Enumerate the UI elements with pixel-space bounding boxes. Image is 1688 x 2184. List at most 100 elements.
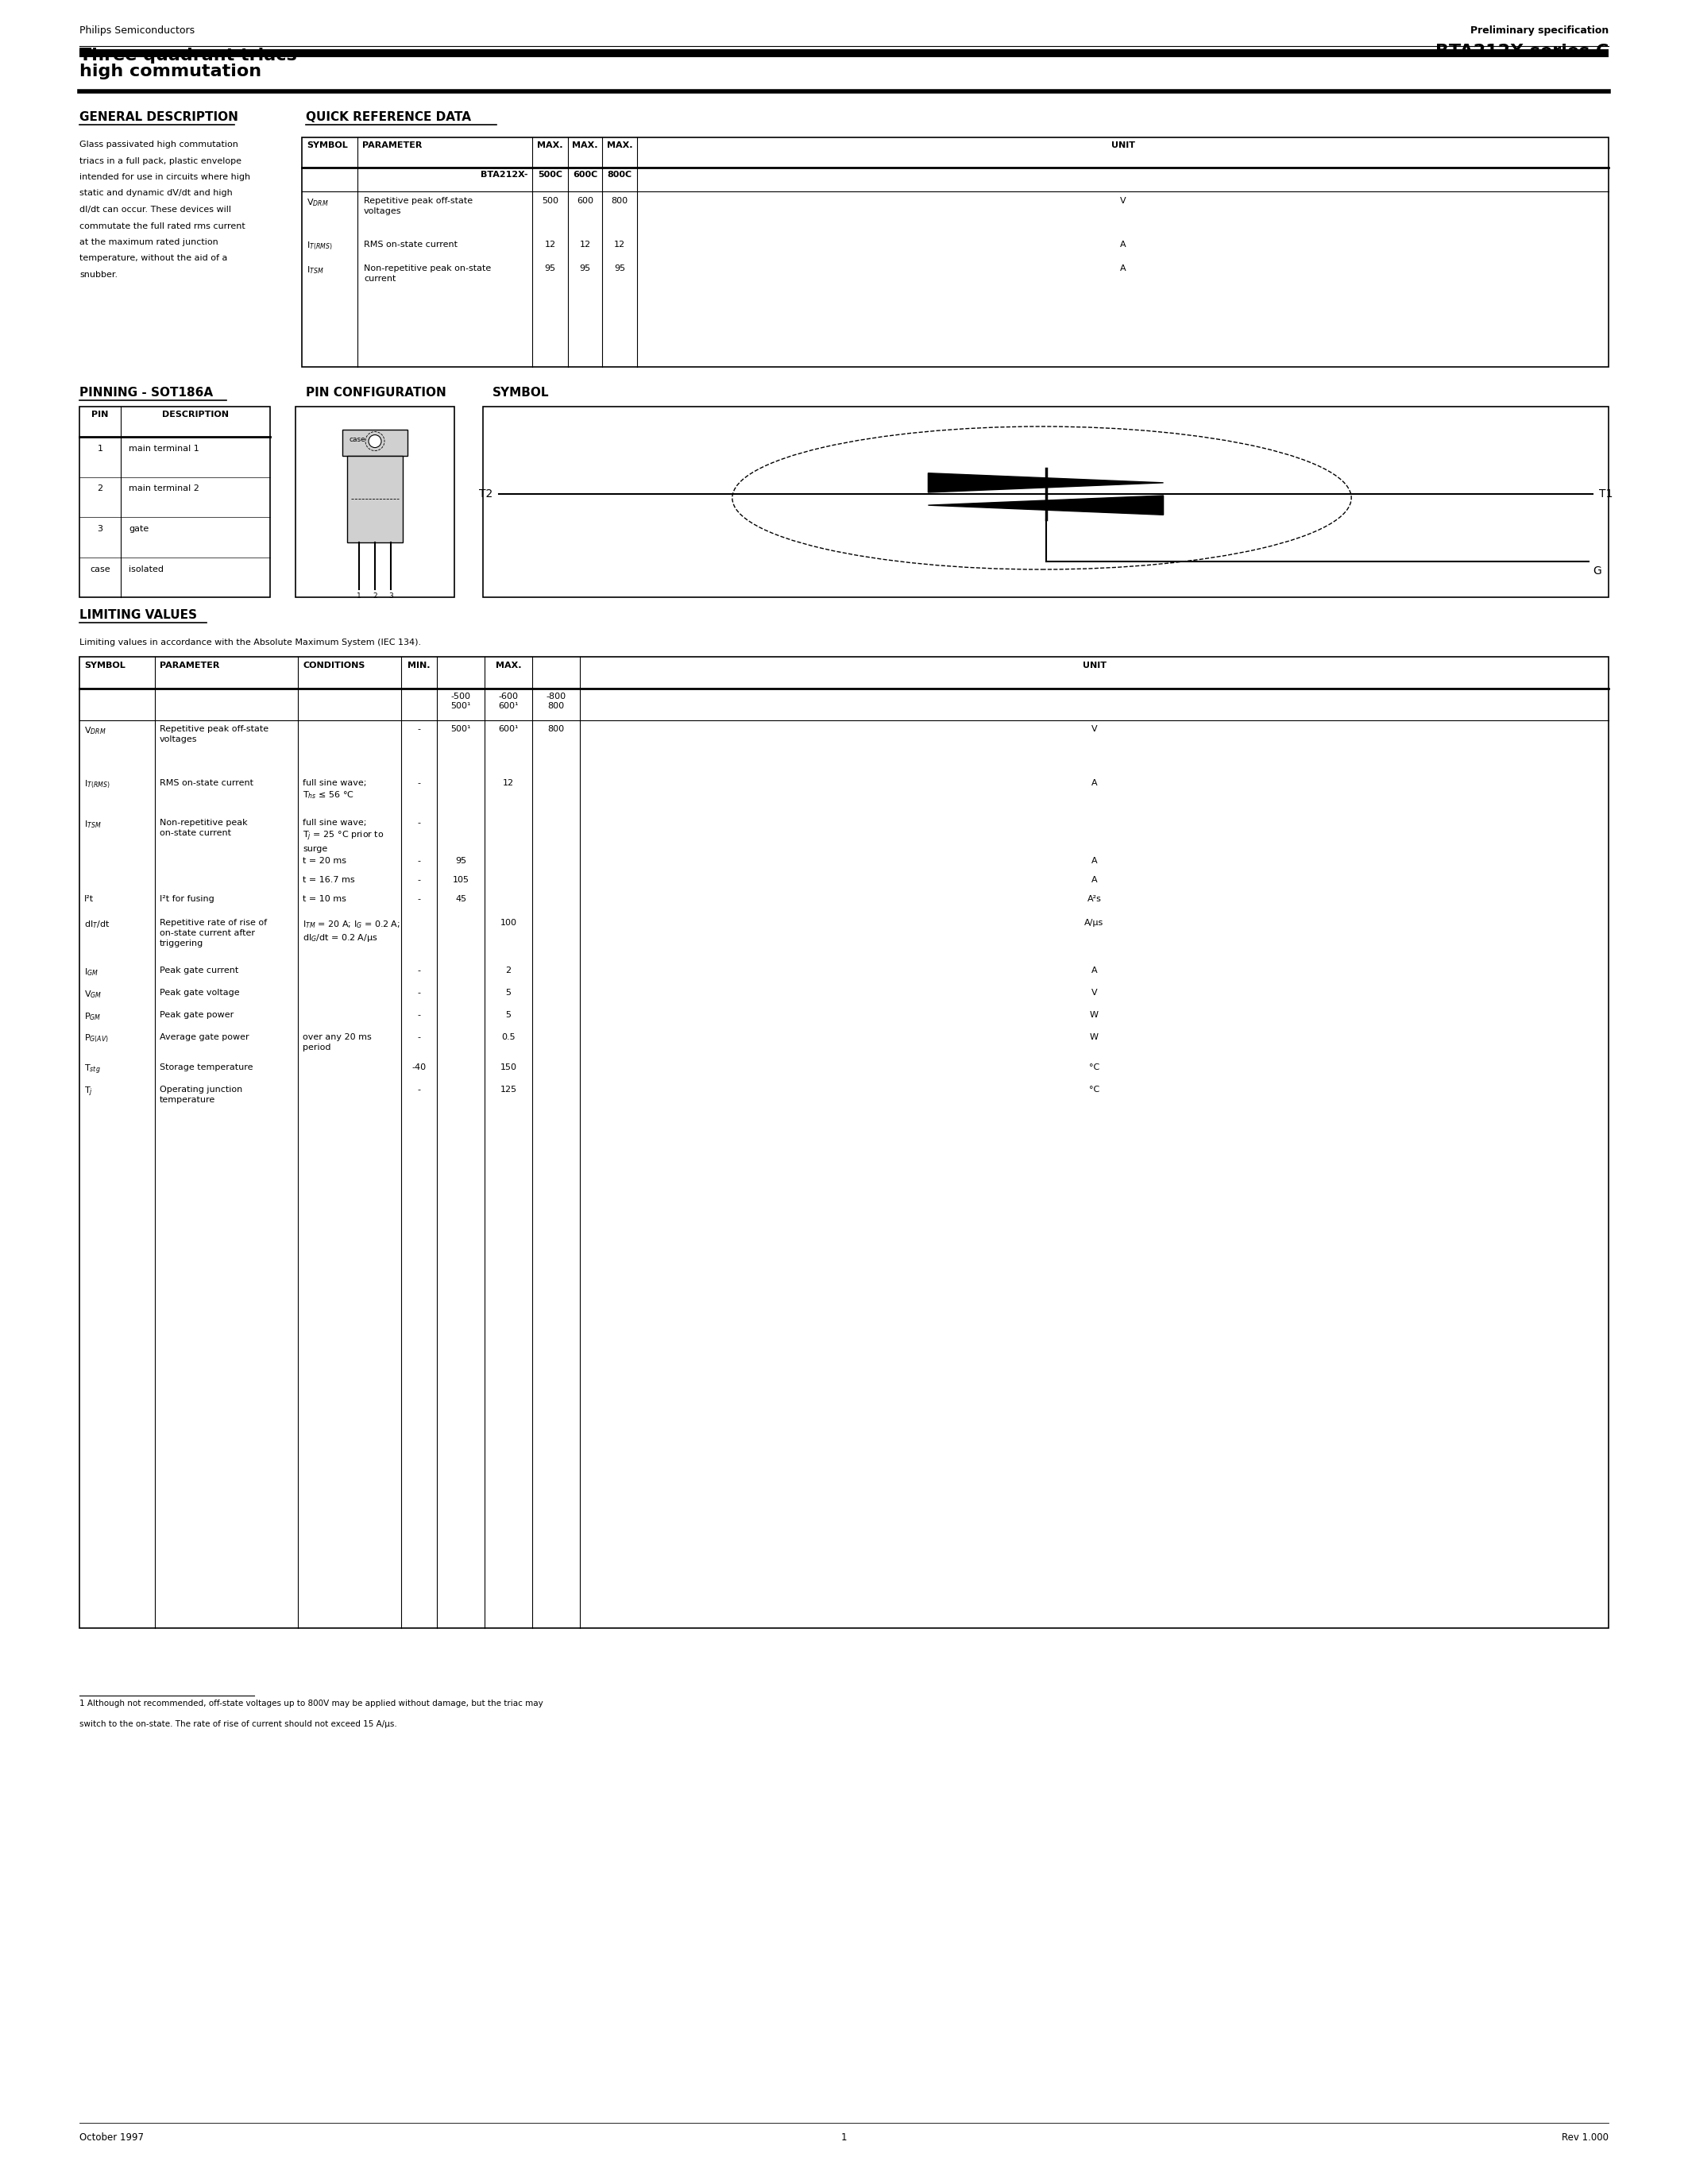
Bar	[348, 456, 403, 542]
Text: Repetitive peak off-state
voltages: Repetitive peak off-state voltages	[160, 725, 268, 743]
Text: -500
500¹: -500 500¹	[451, 692, 471, 710]
Text: case: case	[349, 437, 365, 443]
Text: PARAMETER: PARAMETER	[363, 142, 422, 149]
Text: full sine wave;
T$_j$ = 25 °C prior to
surge: full sine wave; T$_j$ = 25 °C prior to s…	[302, 819, 385, 854]
Bar	[79, 406, 270, 596]
Text: A²s: A²s	[1087, 895, 1101, 902]
Text: BTA212X series C: BTA212X series C	[1435, 44, 1609, 59]
Text: A: A	[1090, 780, 1097, 786]
Text: t = 10 ms: t = 10 ms	[302, 895, 346, 902]
Text: I$_{TM}$ = 20 A; I$_G$ = 0.2 A;
dI$_G$/dt = 0.2 A/μs: I$_{TM}$ = 20 A; I$_G$ = 0.2 A; dI$_G$/d…	[302, 919, 400, 943]
Text: -: -	[417, 780, 420, 786]
Text: Philips Semiconductors: Philips Semiconductors	[79, 26, 194, 35]
Text: I$_{TSM}$: I$_{TSM}$	[307, 264, 324, 275]
Polygon shape	[928, 474, 1163, 491]
Text: Preliminary specification: Preliminary specification	[1470, 26, 1609, 35]
Text: P$_{GM}$: P$_{GM}$	[84, 1011, 101, 1022]
Text: 150: 150	[500, 1064, 517, 1072]
Text: over any 20 ms
period: over any 20 ms period	[302, 1033, 371, 1051]
Text: -: -	[417, 856, 420, 865]
Text: °C: °C	[1089, 1064, 1099, 1072]
Text: 125: 125	[500, 1085, 517, 1094]
Text: high commutation: high commutation	[79, 63, 262, 79]
Text: Repetitive peak off-state
voltages: Repetitive peak off-state voltages	[365, 197, 473, 216]
Text: A: A	[1090, 968, 1097, 974]
Text: at the maximum rated junction: at the maximum rated junction	[79, 238, 218, 247]
Text: I$_{T(RMS)}$: I$_{T(RMS)}$	[307, 240, 333, 251]
Text: Three quadrant triacs: Three quadrant triacs	[79, 48, 297, 63]
Text: -: -	[417, 1011, 420, 1020]
Text: 95: 95	[579, 264, 591, 273]
Text: Average gate power: Average gate power	[160, 1033, 250, 1042]
Text: PIN: PIN	[91, 411, 108, 419]
Text: main terminal 2: main terminal 2	[128, 485, 199, 494]
Text: Peak gate voltage: Peak gate voltage	[160, 989, 240, 996]
Text: t = 16.7 ms: t = 16.7 ms	[302, 876, 354, 885]
Bar	[302, 138, 1609, 367]
Text: UNIT: UNIT	[1082, 662, 1106, 670]
Text: 600¹: 600¹	[498, 725, 518, 734]
Text: gate: gate	[128, 524, 149, 533]
Text: -600
600¹: -600 600¹	[498, 692, 518, 710]
Text: 105: 105	[452, 876, 469, 885]
Text: SYMBOL: SYMBOL	[493, 387, 549, 400]
Text: 600: 600	[577, 197, 594, 205]
Text: MIN.: MIN.	[408, 662, 430, 670]
Text: V$_{DRM}$: V$_{DRM}$	[84, 725, 106, 736]
Text: Repetitive rate of rise of
on-state current after
triggering: Repetitive rate of rise of on-state curr…	[160, 919, 267, 948]
Text: Storage temperature: Storage temperature	[160, 1064, 253, 1072]
Text: 500¹: 500¹	[451, 725, 471, 734]
Text: V: V	[1090, 989, 1097, 996]
Text: Peak gate power: Peak gate power	[160, 1011, 233, 1020]
Polygon shape	[928, 496, 1163, 515]
Text: T1: T1	[1599, 489, 1612, 500]
Text: A: A	[1119, 264, 1126, 273]
Text: 1: 1	[356, 592, 361, 601]
Text: 12: 12	[545, 240, 555, 249]
Text: MAX.: MAX.	[606, 142, 633, 149]
Text: V$_{DRM}$: V$_{DRM}$	[307, 197, 329, 207]
Text: 95: 95	[614, 264, 625, 273]
Text: 2: 2	[373, 592, 376, 601]
Text: -: -	[417, 725, 420, 734]
Text: 800: 800	[611, 197, 628, 205]
Text: 1: 1	[98, 446, 103, 452]
Text: I$_{GM}$: I$_{GM}$	[84, 968, 98, 978]
Text: isolated: isolated	[128, 566, 164, 572]
Text: G: G	[1593, 566, 1602, 577]
Text: DESCRIPTION: DESCRIPTION	[162, 411, 230, 419]
Text: Glass passivated high commutation: Glass passivated high commutation	[79, 140, 238, 149]
Text: 12: 12	[579, 240, 591, 249]
Text: -40: -40	[412, 1064, 425, 1072]
Text: A: A	[1090, 876, 1097, 885]
Text: 3: 3	[98, 524, 103, 533]
Text: case: case	[89, 566, 110, 572]
Text: PINNING - SOT186A: PINNING - SOT186A	[79, 387, 213, 400]
Text: Rev 1.000: Rev 1.000	[1561, 2132, 1609, 2143]
Text: Operating junction
temperature: Operating junction temperature	[160, 1085, 243, 1103]
Bar	[79, 50, 1609, 57]
Text: V: V	[1119, 197, 1126, 205]
Text: static and dynamic dV/dt and high: static and dynamic dV/dt and high	[79, 190, 233, 197]
Text: 95: 95	[456, 856, 466, 865]
Text: 600C: 600C	[572, 170, 598, 179]
Text: 5: 5	[506, 989, 511, 996]
Text: 95: 95	[545, 264, 555, 273]
Text: dI/dt can occur. These devices will: dI/dt can occur. These devices will	[79, 205, 231, 214]
Bar	[79, 657, 1609, 1627]
Text: full sine wave;
T$_{hs}$ ≤ 56 °C: full sine wave; T$_{hs}$ ≤ 56 °C	[302, 780, 366, 802]
Bar	[343, 430, 407, 456]
Text: V: V	[1090, 725, 1097, 734]
Text: MAX.: MAX.	[537, 142, 564, 149]
Text: intended for use in circuits where high: intended for use in circuits where high	[79, 173, 250, 181]
Text: QUICK REFERENCE DATA: QUICK REFERENCE DATA	[306, 111, 471, 122]
Text: V$_{GM}$: V$_{GM}$	[84, 989, 101, 1000]
Text: -: -	[417, 819, 420, 828]
Text: LIMITING VALUES: LIMITING VALUES	[79, 609, 197, 620]
Text: T2: T2	[479, 489, 493, 500]
Bar	[483, 406, 1609, 596]
Text: snubber.: snubber.	[79, 271, 118, 280]
Text: SYMBOL: SYMBOL	[84, 662, 125, 670]
Text: Peak gate current: Peak gate current	[160, 968, 238, 974]
Text: MAX.: MAX.	[572, 142, 598, 149]
